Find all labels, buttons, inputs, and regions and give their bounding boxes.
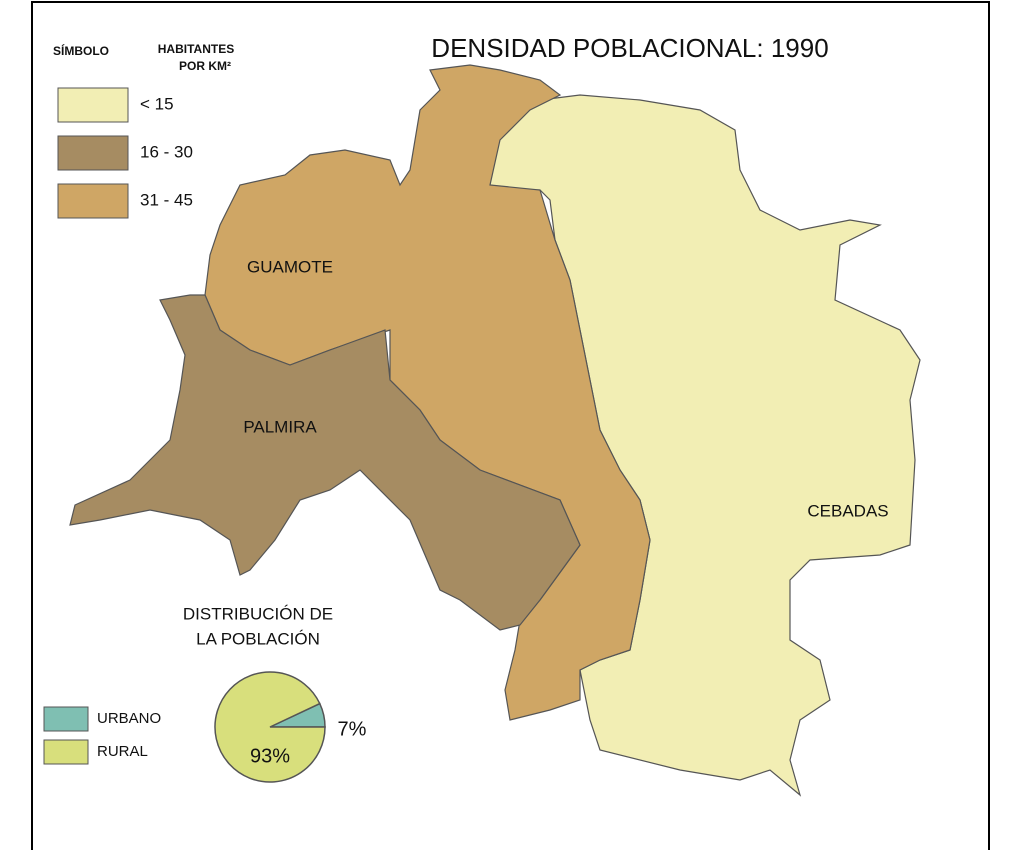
legend-swatch (57, 135, 129, 171)
legend-header: POR KM² (179, 59, 231, 73)
legend-swatch (57, 87, 129, 123)
region-label: GUAMOTE (247, 257, 333, 276)
value-label: 7% (338, 718, 367, 740)
map-title: DENSIDAD POBLACIONAL: 1990 (431, 33, 828, 63)
region-label: CEBADAS (807, 501, 888, 520)
legend-swatch (43, 706, 89, 732)
legend-label: 16 - 30 (140, 142, 193, 161)
legend-header: SÍMBOLO (53, 43, 109, 58)
frame (31, 1, 990, 850)
regions (69, 64, 921, 797)
pie-slice (214, 671, 326, 783)
legend-label: 31 - 45 (140, 190, 193, 209)
legend-label: < 15 (140, 94, 174, 113)
legend-label: RURAL (97, 743, 148, 760)
pie-title: DISTRIBUCIÓN DE (183, 604, 333, 623)
region-label: PALMIRA (243, 417, 317, 436)
legend-label: URBANO (97, 710, 161, 727)
region-guamote (204, 64, 651, 721)
value-label: 93% (250, 745, 290, 767)
region-palmira (69, 294, 581, 631)
pie-title: LA POBLACIÓN (196, 629, 320, 648)
legend-header: HABITANTES (158, 42, 234, 56)
legend-swatch (43, 739, 89, 765)
legend-swatch (57, 183, 129, 219)
